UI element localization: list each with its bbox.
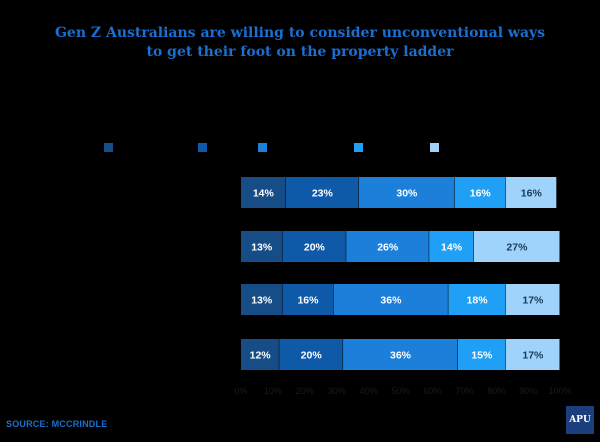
x-tick-label-4: 40%: [360, 386, 378, 396]
apu-logo: APU: [566, 406, 594, 434]
bar-value-label-row2-series2: 36%: [380, 295, 402, 307]
x-tick-label-8: 80%: [487, 386, 505, 396]
bar-value-label-row2-series0: 13%: [251, 295, 273, 307]
bar-segment-row0-series2: [359, 177, 455, 208]
x-tick-label-3: 30%: [328, 386, 346, 396]
x-tick-label-9: 90%: [519, 386, 537, 396]
legend-swatch-1: [198, 143, 207, 152]
x-tick-label-2: 20%: [296, 386, 314, 396]
bar-segment-row0-series3: [454, 177, 506, 208]
legend-item-4: [430, 143, 439, 152]
bar-value-label-row1-series1: 20%: [304, 242, 326, 254]
bar-value-label-row3-series3: 15%: [471, 350, 493, 362]
bar-segment-row0-series4: [505, 177, 557, 208]
bar-segment-row3-series3: [457, 339, 506, 370]
bar-segment-row1-series2: [346, 231, 429, 262]
bar-segment-row1-series3: [429, 231, 474, 262]
bar-value-label-row1-series3: 14%: [441, 242, 463, 254]
bar-segment-row2-series2: [333, 284, 448, 315]
bar-value-label-row0-series3: 16%: [470, 188, 492, 200]
bar-segment-row1-series4: [473, 231, 560, 262]
bar-value-label-row0-series2: 30%: [396, 188, 418, 200]
x-tick-label-6: 60%: [423, 386, 441, 396]
bar-value-label-row0-series1: 23%: [312, 188, 334, 200]
x-tick-label-10: 100%: [548, 386, 571, 396]
bar-segment-row3-series2: [343, 339, 458, 370]
bar-segment-row2-series1: [282, 284, 334, 315]
bar-value-label-row3-series0: 12%: [250, 350, 272, 362]
x-tick-label-7: 70%: [455, 386, 473, 396]
legend-swatch-2: [258, 143, 267, 152]
bar-value-label-row3-series4: 17%: [522, 350, 544, 362]
x-tick-label-5: 50%: [391, 386, 409, 396]
bar-value-label-row0-series0: 14%: [253, 188, 275, 200]
legend-item-1: [198, 143, 207, 152]
bar-value-label-row1-series4: 27%: [506, 242, 528, 254]
legend-item-0: [104, 143, 113, 152]
legend-swatch-3: [354, 143, 363, 152]
bar-value-label-row3-series1: 20%: [301, 350, 323, 362]
bar-segment-row2-series3: [448, 284, 506, 315]
bar-segment-row1-series1: [282, 231, 346, 262]
bar-value-label-row3-series2: 36%: [390, 350, 412, 362]
bar-value-label-row2-series1: 16%: [297, 295, 319, 307]
bar-segment-row3-series1: [279, 339, 343, 370]
chart-legend: [0, 143, 600, 157]
bar-segment-row3-series0: [241, 339, 279, 370]
chart-title-line-2: to get their foot on the property ladder: [146, 44, 454, 60]
legend-swatch-4: [430, 143, 439, 152]
x-tick-label-0: 0%: [234, 386, 247, 396]
x-tick-label-1: 10%: [264, 386, 282, 396]
chart-title-line-1: Gen Z Australians are willing to conside…: [54, 25, 546, 41]
legend-swatch-0: [104, 143, 113, 152]
legend-item-3: [354, 143, 363, 152]
bar-value-label-row0-series4: 16%: [521, 188, 543, 200]
chart-title: Gen Z Australians are willing to conside…: [0, 24, 600, 62]
bar-value-label-row1-series2: 26%: [377, 242, 399, 254]
legend-item-2: [258, 143, 267, 152]
bar-segment-row2-series4: [505, 284, 560, 315]
bar-segment-row0-series0: [241, 177, 286, 208]
bar-value-label-row2-series4: 17%: [522, 295, 544, 307]
bar-segment-row2-series0: [241, 284, 282, 315]
bar-value-label-row2-series3: 18%: [467, 295, 489, 307]
bar-segment-row1-series0: [241, 231, 282, 262]
source-note: SOURCE: MCCRINDLE: [6, 419, 108, 429]
bar-value-label-row1-series0: 13%: [251, 242, 273, 254]
bar-segment-row0-series1: [285, 177, 359, 208]
bar-segment-row3-series4: [505, 339, 560, 370]
